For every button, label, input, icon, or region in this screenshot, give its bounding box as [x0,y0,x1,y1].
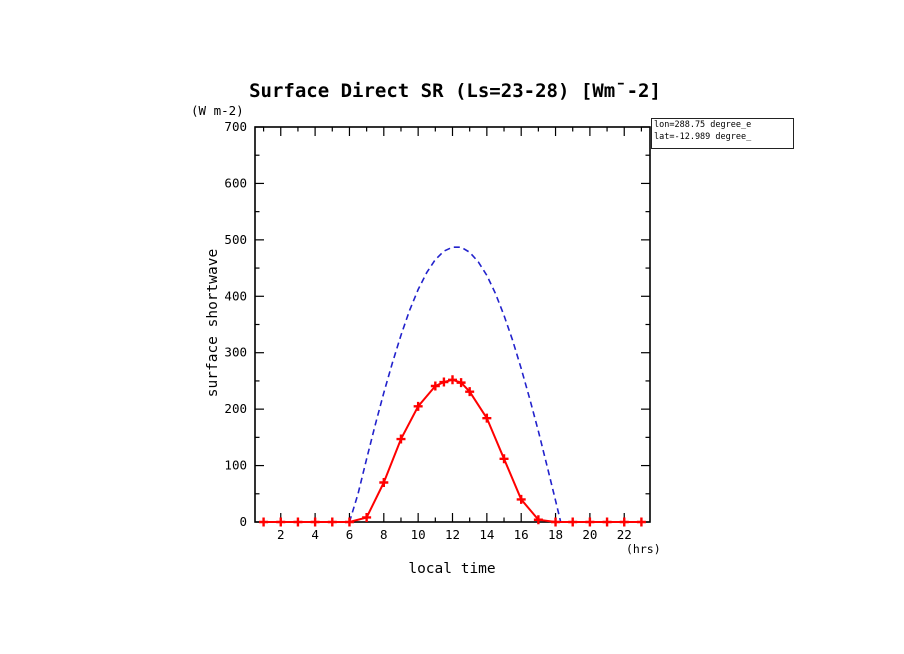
x-tick-label: 20 [582,527,597,542]
plus-marker [379,478,389,487]
x-tick-label: 22 [617,527,632,542]
plus-marker [636,517,646,527]
y-tick-label: 500 [224,232,247,247]
longitude-text: lon=288.75 degree_e [654,120,752,130]
x-tick-label: 8 [380,527,388,542]
x-tick-label: 18 [548,527,563,542]
plus-marker [293,517,303,527]
plus-marker [362,512,372,522]
y-tick-label: 400 [224,288,247,303]
plus-marker [327,517,337,527]
x-axis-label: local time [408,561,496,577]
plus-marker [344,517,354,527]
y-axis-unit-label: (W m-2) [191,103,244,118]
plus-marker [439,377,449,387]
red-solid-curve-line [263,378,642,523]
y-tick-label: 700 [224,119,247,134]
plus-marker [413,401,423,411]
plus-marker [456,378,466,388]
plus-marker [551,517,561,527]
plus-marker [499,454,509,464]
plus-marker [259,517,269,527]
x-tick-label: 16 [514,527,529,542]
plus-marker [585,517,595,527]
x-tick-label: 6 [346,527,354,542]
plot-frame [254,126,651,523]
y-tick-label: 0 [239,514,247,529]
plus-marker [430,381,440,391]
plus-marker [482,413,492,423]
x-tick-label: 12 [445,527,460,542]
plus-marker [516,494,526,504]
y-tick-label: 600 [224,175,247,190]
plus-marker [568,517,578,527]
y-tick-label: 100 [224,458,247,473]
lonlat-annotation-box: lon=288.75 degree_e lat=-12.989 degree_ [651,118,794,149]
y-tick-label: 300 [224,345,247,360]
x-tick-label: 14 [479,527,494,542]
plus-marker [619,517,629,527]
plus-marker [448,375,457,385]
blue-dashed-curve-line [348,246,562,523]
x-tick-label: 2 [277,527,285,542]
x-tick-label: 4 [311,527,319,542]
plus-marker [533,515,543,525]
plus-marker [602,517,612,527]
y-tick-label: 200 [224,401,247,416]
x-axis-unit-label: (hrs) [626,542,661,556]
plus-marker [465,387,475,397]
latitude-text: lat=-12.989 degree_ [654,131,752,142]
plus-marker [396,434,406,444]
x-tick-label: 10 [411,527,426,542]
plus-marker [276,517,286,527]
chart-title: Surface Direct SR (Ls=23-28) [Wm¯-2] [249,80,661,102]
plus-marker [310,517,320,527]
